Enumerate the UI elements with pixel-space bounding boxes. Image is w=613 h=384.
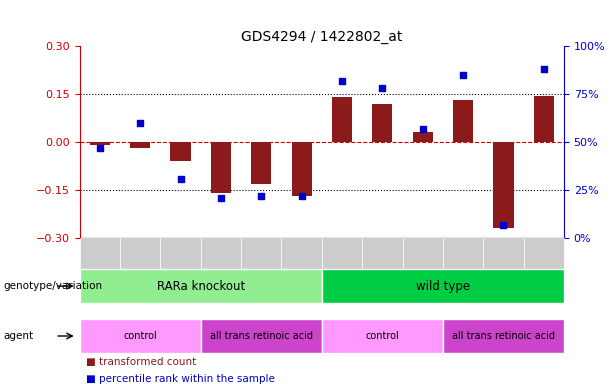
Bar xyxy=(493,142,514,228)
Point xyxy=(256,193,266,199)
Point xyxy=(539,66,549,72)
Bar xyxy=(534,96,554,142)
Text: all trans retinoic acid: all trans retinoic acid xyxy=(452,331,555,341)
Point xyxy=(498,222,508,228)
Point xyxy=(216,195,226,201)
Text: all trans retinoic acid: all trans retinoic acid xyxy=(210,331,313,341)
Point xyxy=(135,120,145,126)
Bar xyxy=(372,104,392,142)
Point xyxy=(297,193,306,199)
Point xyxy=(378,85,387,91)
Text: ■ transformed count: ■ transformed count xyxy=(86,357,196,367)
Bar xyxy=(453,101,473,142)
Point xyxy=(418,126,428,132)
Bar xyxy=(413,132,433,142)
Bar xyxy=(170,142,191,161)
Bar xyxy=(89,142,110,145)
Point xyxy=(95,145,105,151)
Text: RARa knockout: RARa knockout xyxy=(157,280,245,293)
Text: genotype/variation: genotype/variation xyxy=(3,281,102,291)
Text: control: control xyxy=(365,331,399,341)
Point xyxy=(176,175,186,182)
Text: wild type: wild type xyxy=(416,280,470,293)
Text: agent: agent xyxy=(3,331,33,341)
Text: control: control xyxy=(123,331,157,341)
Point xyxy=(337,78,347,84)
Bar xyxy=(211,142,231,193)
Point xyxy=(458,72,468,78)
Bar xyxy=(251,142,272,184)
Bar xyxy=(292,142,312,197)
Text: ■ percentile rank within the sample: ■ percentile rank within the sample xyxy=(86,374,275,384)
Bar xyxy=(332,97,352,142)
Bar xyxy=(130,142,150,149)
Title: GDS4294 / 1422802_at: GDS4294 / 1422802_at xyxy=(241,30,403,44)
